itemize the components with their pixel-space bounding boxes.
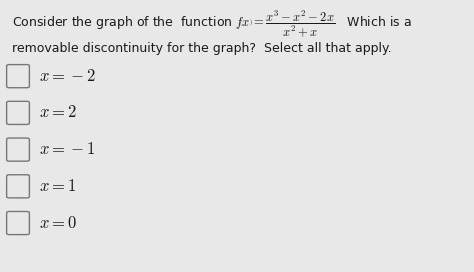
FancyBboxPatch shape: [7, 212, 29, 234]
Text: Consider the graph of the  function $f\!\left(x\right) = \dfrac{x^3-x^2-2x}{x^2+: Consider the graph of the function $f\!\…: [12, 8, 411, 39]
Text: $x = -2$: $x = -2$: [39, 68, 95, 85]
Text: $x = 0$: $x = 0$: [39, 215, 77, 231]
FancyBboxPatch shape: [7, 138, 29, 161]
Text: $x = -1$: $x = -1$: [39, 141, 95, 158]
Text: removable discontinuity for the graph?  Select all that apply.: removable discontinuity for the graph? S…: [12, 42, 392, 55]
FancyBboxPatch shape: [7, 175, 29, 198]
Text: $x = 1$: $x = 1$: [39, 178, 76, 195]
FancyBboxPatch shape: [7, 101, 29, 125]
Text: $x = 2$: $x = 2$: [39, 104, 77, 121]
FancyBboxPatch shape: [7, 65, 29, 88]
